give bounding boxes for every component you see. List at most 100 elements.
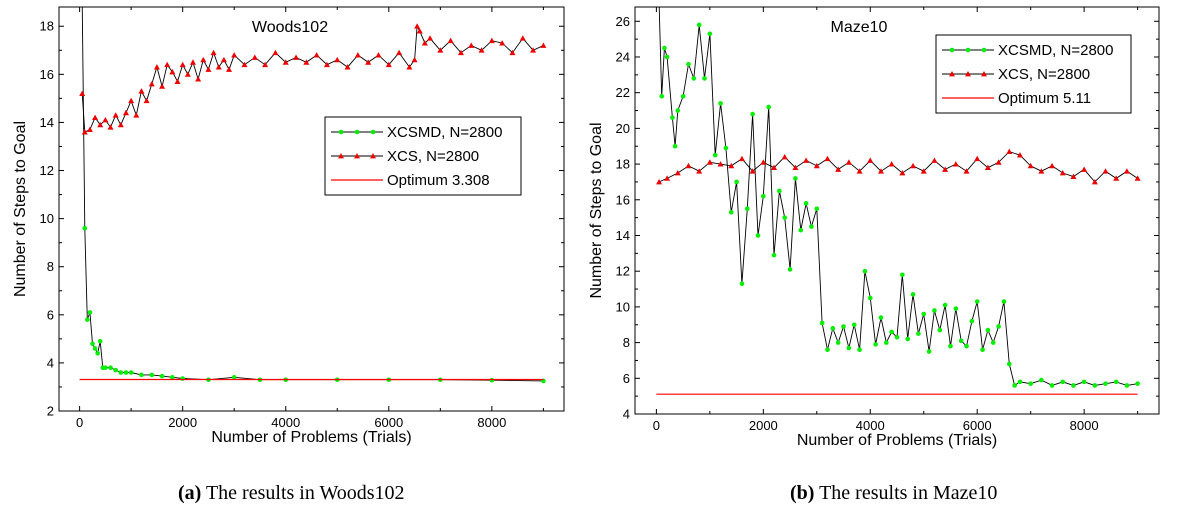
chart-woods102: 0 2000 4000 6000 8000 2 4 6 8 10 12 14 16 18 Number of… <box>12 6 565 446</box>
xcs-point <box>1027 162 1034 169</box>
xcs-point <box>1081 166 1088 172</box>
xcs-point <box>313 52 320 58</box>
xcs-point <box>457 49 464 56</box>
xcs-point <box>877 168 884 174</box>
xcsmd-point <box>814 206 820 212</box>
xcs-point <box>845 159 852 165</box>
xcs-point <box>437 47 444 53</box>
xcs-point <box>856 168 863 174</box>
y-tick-label: 16 <box>40 67 54 82</box>
y-tick-label: 26 <box>616 14 630 29</box>
xcs-point <box>107 124 114 130</box>
xcs-point <box>293 54 300 60</box>
xcsmd-point <box>771 252 777 258</box>
caption-text: The results in Woods102 <box>201 482 405 504</box>
xcs-point <box>143 97 150 104</box>
xcsmd-point <box>1081 379 1087 385</box>
legend-marker <box>981 71 987 77</box>
xcs-point <box>323 61 330 68</box>
xcsmd-point <box>1006 361 1012 367</box>
x-tick-label: 6000 <box>963 418 992 433</box>
xcs-point <box>421 40 428 46</box>
xcsmd-point <box>489 377 495 383</box>
xcs-point <box>771 164 778 171</box>
xcs-point <box>910 162 917 169</box>
xcs-point <box>540 42 547 48</box>
xcs-point <box>226 66 233 72</box>
xcs-point <box>117 121 124 128</box>
xcs-point <box>899 170 906 176</box>
xcsmd-point <box>123 370 129 375</box>
xcs-point <box>920 168 927 174</box>
xcsmd-point <box>97 338 103 344</box>
xcs-point <box>81 129 88 135</box>
xcs-point <box>112 112 119 118</box>
xcsmd-point <box>118 370 124 375</box>
xcs-point <box>406 64 413 70</box>
xcsmd-point <box>969 318 975 324</box>
xcsmd-point <box>761 193 766 199</box>
xcs-point <box>519 35 526 41</box>
xcs-point <box>169 68 176 75</box>
xcs-point <box>122 109 129 116</box>
xcsmd-point <box>777 188 782 194</box>
caption-tag: (a) <box>178 482 202 504</box>
x-tick-label: 6000 <box>374 415 403 430</box>
xcs-point <box>803 157 810 163</box>
xcsmd-point <box>707 31 713 37</box>
y-tick-label: 20 <box>616 121 630 136</box>
xcs-point <box>717 161 724 167</box>
xcs-point <box>1038 168 1045 174</box>
legend-marker <box>965 71 971 77</box>
xcsmd-point <box>95 350 100 356</box>
xcsmd-point <box>664 54 670 60</box>
x-tick-label: 4000 <box>271 415 300 430</box>
xcs-point <box>792 164 799 171</box>
xcsmd-point <box>830 326 836 331</box>
xcs-point <box>696 168 703 174</box>
xcsmd-point <box>835 340 841 345</box>
x-axis-label: Number of Problems (Trials) <box>797 432 997 449</box>
xcsmd-point <box>696 22 702 28</box>
x-tick-label: 8000 <box>477 415 506 430</box>
xcs-point <box>231 52 238 58</box>
xcs-point <box>1113 175 1120 181</box>
xcsmd-point <box>937 327 943 333</box>
y-tick-label: 6 <box>623 371 630 386</box>
legend-marker <box>338 153 344 159</box>
xcs-point <box>1059 170 1066 176</box>
xcsmd-point <box>787 267 793 272</box>
xcsmd-point <box>82 225 88 231</box>
xcsmd-point <box>128 370 134 375</box>
xcsmd-point <box>108 365 113 371</box>
xcsmd-point <box>734 179 739 185</box>
x-tick-label: 2000 <box>749 418 778 433</box>
xcs-point <box>447 37 454 44</box>
series-group <box>79 7 547 384</box>
xcsmd-point <box>691 76 697 81</box>
legend-marker <box>338 129 344 135</box>
xcsmd-point <box>867 295 873 301</box>
xcsmd-point <box>964 343 969 349</box>
xcsmd-point <box>809 224 814 229</box>
xcsmd-point <box>942 302 948 308</box>
legend-marker <box>354 153 360 159</box>
xcs-point <box>272 49 279 56</box>
xcs-point <box>781 153 788 160</box>
xcsmd-point <box>750 111 755 117</box>
xcs-point <box>931 157 938 163</box>
xcs-point <box>334 56 341 63</box>
xcs-point <box>749 168 756 174</box>
xcsmd-point <box>1039 377 1044 383</box>
xcs-point <box>664 175 671 181</box>
plot-frame <box>58 6 565 412</box>
caption-text: The results in Maze10 <box>814 482 998 504</box>
legend-label: XCS, N=2800 <box>387 148 479 165</box>
xcs-point <box>128 97 135 104</box>
xcs-point <box>148 80 155 87</box>
xcsmd-point <box>793 176 798 181</box>
xcsmd-point <box>92 346 98 351</box>
xcs-point <box>995 159 1002 165</box>
xcs-point <box>138 88 145 94</box>
